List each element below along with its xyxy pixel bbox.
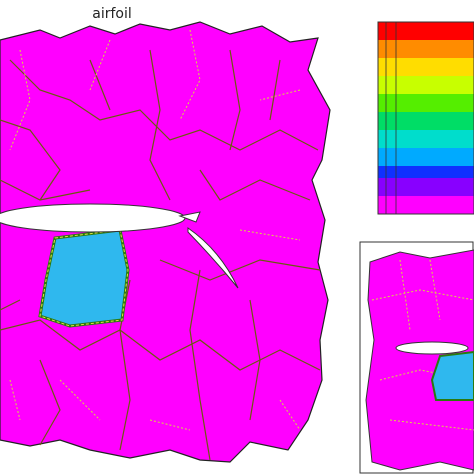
- inset: [359, 241, 474, 474]
- figure-title: airfoil: [92, 6, 132, 22]
- main-mesh: [0, 21, 331, 463]
- color-bar: [377, 21, 474, 215]
